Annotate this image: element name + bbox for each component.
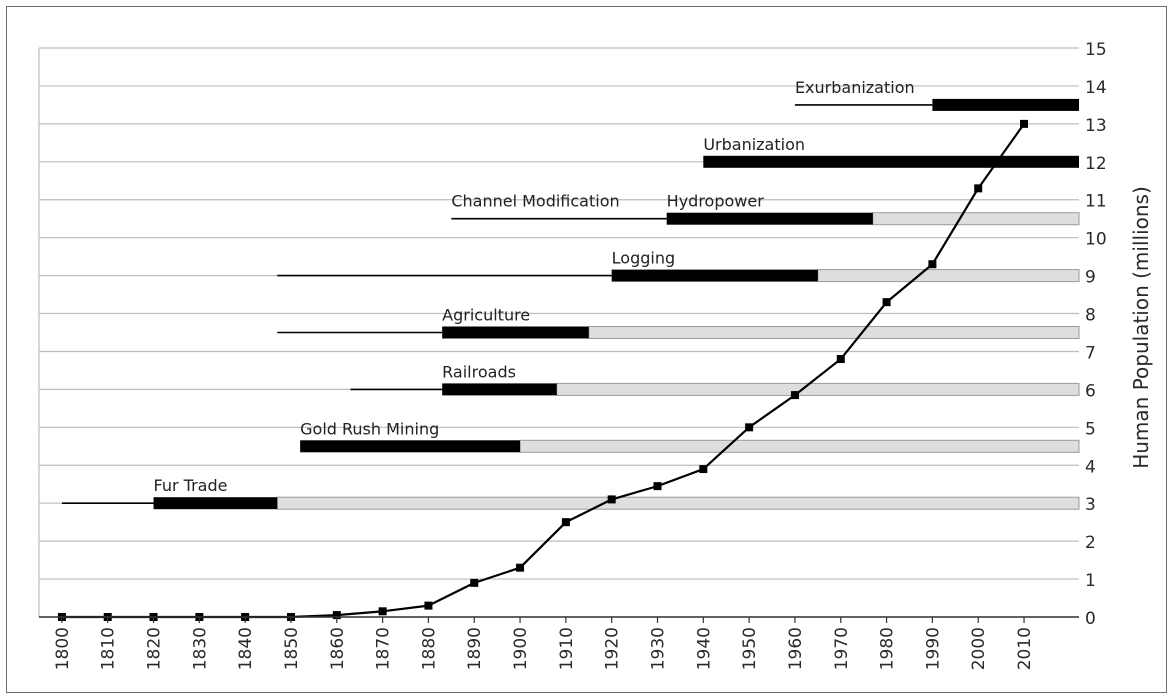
agriculture-label: Agriculture bbox=[442, 306, 530, 325]
x-tick-label-1960: 1960 bbox=[786, 627, 806, 670]
logging-active-bar bbox=[611, 269, 818, 282]
railroads-label: Railroads bbox=[442, 362, 516, 381]
x-tick-label-1890: 1890 bbox=[465, 627, 485, 670]
data-point-1930 bbox=[653, 482, 662, 491]
urbanization-label: Urbanization bbox=[703, 135, 805, 154]
y-tick-label-9: 9 bbox=[1085, 268, 1096, 288]
data-point-1960 bbox=[790, 391, 799, 400]
data-point-1970 bbox=[836, 355, 845, 364]
y-tick-label-13: 13 bbox=[1085, 116, 1107, 136]
y-tick-label-15: 15 bbox=[1085, 40, 1107, 60]
data-point-2000 bbox=[974, 184, 983, 193]
y-tick-label-3: 3 bbox=[1085, 495, 1096, 515]
y-tick-label-2: 2 bbox=[1085, 533, 1096, 553]
x-tick-label-1900: 1900 bbox=[511, 627, 531, 670]
hydropower-label: Hydropower bbox=[667, 192, 765, 211]
activity-timelines: Fur Trade Gold Rush Mining Railroads Agricu… bbox=[61, 78, 1080, 510]
x-tick-label-1990: 1990 bbox=[923, 627, 943, 670]
fur-trade-label: Fur Trade bbox=[154, 476, 228, 495]
data-point-1940 bbox=[699, 465, 708, 474]
x-tick-label-1860: 1860 bbox=[328, 627, 348, 670]
y-tick-label-0: 0 bbox=[1085, 609, 1096, 629]
x-tick-label-2010: 2010 bbox=[1015, 627, 1035, 670]
x-tick-label-1950: 1950 bbox=[740, 627, 760, 670]
fur-trade-legacy-bar bbox=[276, 496, 1080, 510]
gold-rush-mining-active-bar bbox=[300, 440, 521, 453]
y-tick-label-4: 4 bbox=[1085, 457, 1096, 477]
railroads-active-bar bbox=[442, 383, 557, 396]
agriculture-legacy-bar bbox=[588, 326, 1080, 339]
channel-modification-label: Channel Modification bbox=[451, 192, 619, 211]
x-tick-label-1910: 1910 bbox=[557, 627, 577, 670]
x-tick-label-1850: 1850 bbox=[282, 627, 302, 670]
x-tick-label-2000: 2000 bbox=[969, 627, 989, 670]
agriculture-active-bar bbox=[442, 326, 589, 339]
y-tick-label-7: 7 bbox=[1085, 343, 1096, 363]
hydropower-legacy-bar bbox=[872, 212, 1080, 226]
gold-rush-mining-legacy-bar bbox=[519, 439, 1080, 453]
x-tick-label-1980: 1980 bbox=[878, 627, 898, 670]
data-point-1980 bbox=[882, 298, 891, 307]
y-tick-label-14: 14 bbox=[1085, 78, 1107, 98]
x-tick-label-1830: 1830 bbox=[190, 627, 210, 670]
x-tick-label-1920: 1920 bbox=[603, 627, 623, 670]
data-point-1870 bbox=[378, 607, 387, 616]
x-tick-label-1880: 1880 bbox=[419, 627, 439, 670]
population-chart: Fur Trade Gold Rush Mining Railroads Agricu… bbox=[38, 40, 1153, 670]
y-tick-label-11: 11 bbox=[1085, 192, 1107, 212]
data-point-1860 bbox=[332, 611, 341, 620]
x-tick-label-1820: 1820 bbox=[145, 627, 165, 670]
data-point-1990 bbox=[928, 260, 937, 269]
data-point-1890 bbox=[470, 578, 479, 587]
exurbanization-active-bar bbox=[932, 98, 1079, 111]
data-point-1910 bbox=[561, 518, 570, 527]
railroads-legacy-bar bbox=[556, 382, 1080, 396]
data-point-2010 bbox=[1020, 119, 1029, 128]
hydropower-active-bar bbox=[666, 212, 873, 225]
y-tick-label-5: 5 bbox=[1085, 419, 1096, 439]
urbanization-active-bar bbox=[703, 155, 1079, 168]
y-tick-label-8: 8 bbox=[1085, 306, 1096, 326]
y-tick-label-10: 10 bbox=[1085, 230, 1107, 250]
chart-frame: Fur Trade Gold Rush Mining Railroads Agricu… bbox=[6, 6, 1167, 693]
logging-label: Logging bbox=[612, 249, 675, 268]
logging-legacy-bar bbox=[817, 269, 1080, 283]
exurbanization-label: Exurbanization bbox=[795, 78, 915, 97]
fur-trade-active-bar bbox=[153, 497, 278, 510]
x-tick-label-1870: 1870 bbox=[374, 627, 394, 670]
gold-rush-mining-label: Gold Rush Mining bbox=[300, 419, 439, 438]
y-tick-label-1: 1 bbox=[1085, 571, 1096, 591]
data-point-1880 bbox=[424, 601, 433, 610]
x-tick-label-1840: 1840 bbox=[236, 627, 256, 670]
x-tick-label-1930: 1930 bbox=[649, 627, 669, 670]
x-tick-label-1970: 1970 bbox=[832, 627, 852, 670]
y-axis-title: Human Population (millions) bbox=[1129, 186, 1153, 469]
y-tick-label-12: 12 bbox=[1085, 154, 1107, 174]
x-tick-label-1940: 1940 bbox=[694, 627, 714, 670]
y-tick-label-6: 6 bbox=[1085, 381, 1096, 401]
data-point-1900 bbox=[516, 563, 525, 572]
x-tick-label-1800: 1800 bbox=[53, 627, 73, 670]
x-tick-label-1810: 1810 bbox=[99, 627, 119, 670]
data-point-1950 bbox=[745, 423, 754, 432]
data-point-1920 bbox=[607, 495, 616, 504]
